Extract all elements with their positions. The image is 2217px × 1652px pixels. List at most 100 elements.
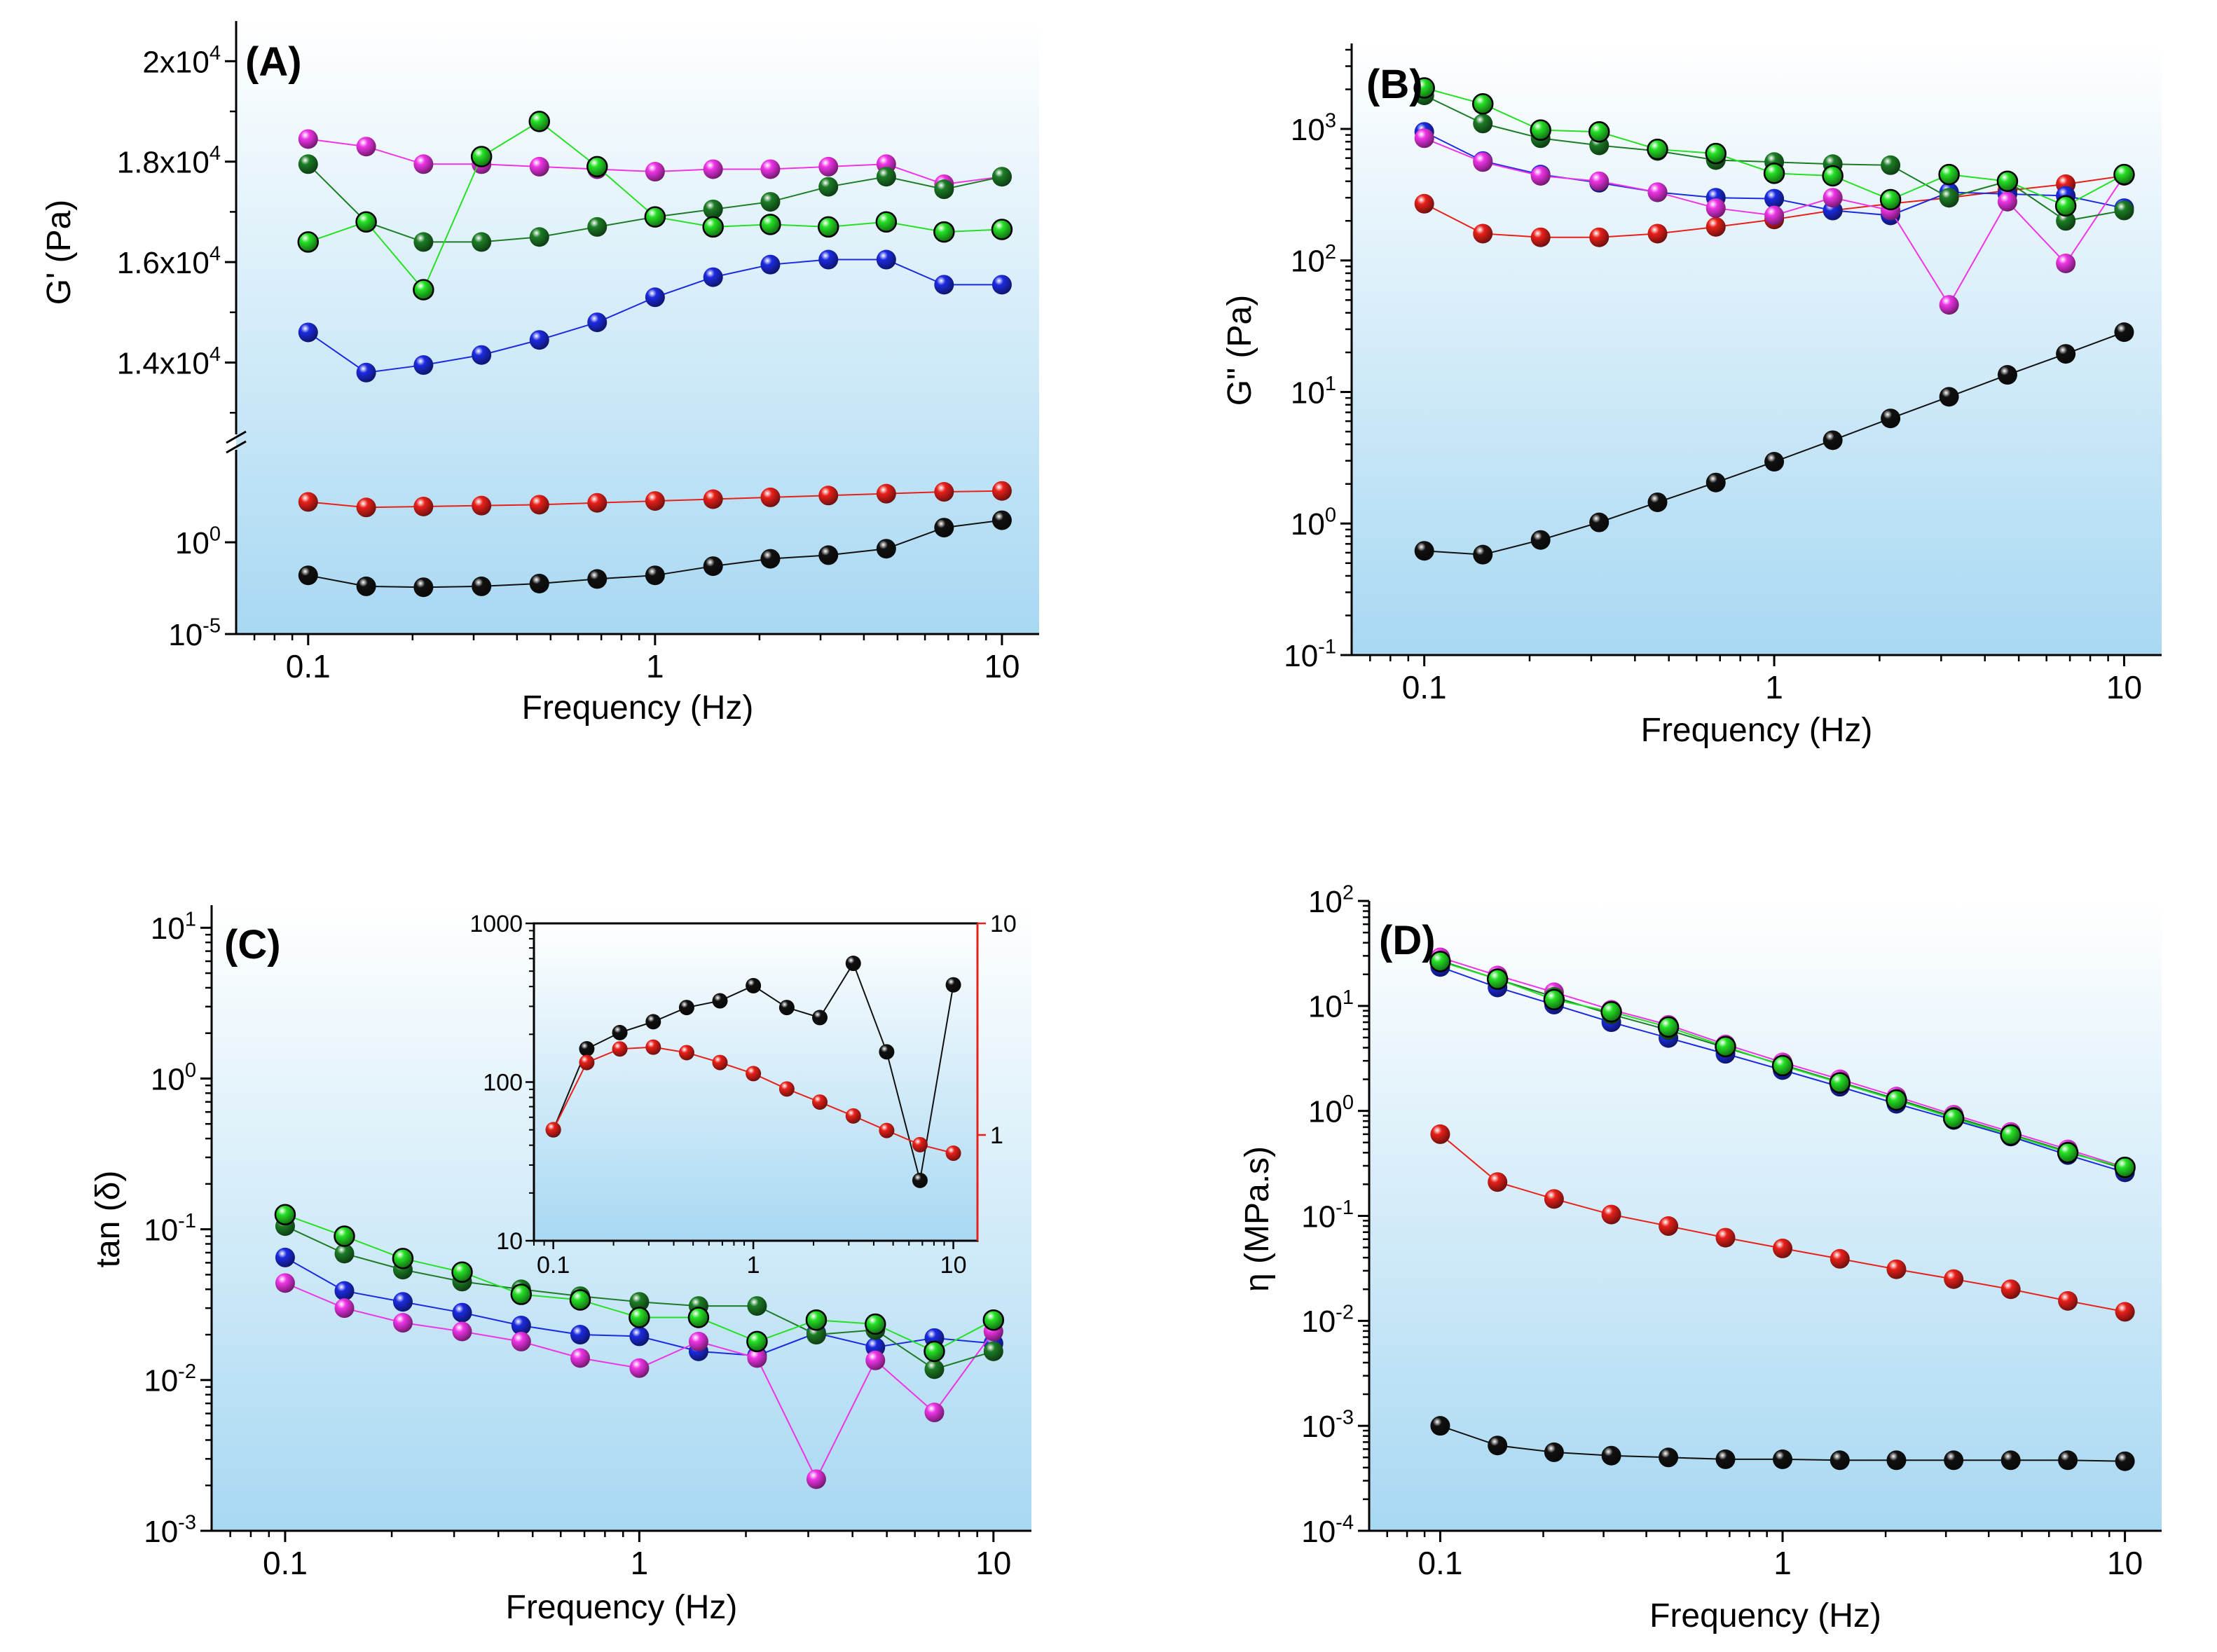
- lgreen-data-point: [924, 1340, 945, 1363]
- black-data-point: [1830, 1450, 1850, 1471]
- black-data-point: [876, 539, 896, 559]
- red-data-point: [1430, 1124, 1450, 1144]
- y-tick-label: 102: [1308, 881, 1354, 918]
- plot-background: [1352, 43, 2162, 655]
- lgreen-data-point: [1879, 188, 1902, 211]
- lgreen-data-point: [528, 111, 551, 132]
- lgreen-data-point: [569, 1289, 591, 1311]
- lgreen-data-point: [1471, 93, 1494, 115]
- dgreen-data-point: [1881, 155, 1901, 175]
- lgreen-data-point: [2057, 1142, 2079, 1164]
- black-data-point: [1530, 530, 1551, 550]
- red-data-point: [1886, 1259, 1907, 1279]
- black-data-point: [703, 556, 723, 577]
- dgreen-data-point: [818, 177, 839, 197]
- lgreen-data-point: [355, 211, 377, 233]
- red-data-point: [1705, 216, 1726, 237]
- black-data-point: [1544, 1442, 1564, 1462]
- inset-right-tick-label: 10: [990, 911, 1017, 937]
- magenta-data-point: [924, 1403, 945, 1423]
- lgreen-data-point: [1588, 121, 1610, 143]
- lgreen-data-point: [2113, 163, 2135, 186]
- x-tick-label: 10: [984, 648, 1020, 684]
- black-data-point: [1705, 472, 1726, 493]
- magenta-data-point: [1414, 128, 1434, 149]
- red-data-point: [356, 497, 376, 518]
- y-tick-label: 102: [1291, 241, 1336, 278]
- y-tick-label: 10-1: [1301, 1197, 1354, 1234]
- lgreen-data-point: [1996, 170, 2019, 192]
- black-data-point: [991, 510, 1012, 530]
- blue-data-point: [645, 287, 665, 308]
- axis-break-mark: [226, 430, 247, 444]
- black-data-point: [845, 956, 861, 972]
- y-tick-label: 10-1: [1284, 635, 1336, 673]
- lgreen-data-point: [817, 216, 839, 238]
- lgreen-data-point: [1715, 1035, 1736, 1058]
- lgreen-data-point: [1705, 142, 1727, 165]
- blue-data-point: [529, 330, 549, 350]
- x-tick-label: 1: [1765, 669, 1783, 705]
- dgreen-data-point: [334, 1244, 355, 1264]
- black-data-point: [2058, 1450, 2078, 1471]
- lgreen-data-point: [1771, 1054, 1794, 1077]
- blue-data-point: [1764, 188, 1785, 209]
- blue-data-point: [356, 362, 376, 383]
- black-data-point: [645, 1014, 661, 1030]
- dgreen-data-point: [806, 1325, 826, 1345]
- dgreen-data-point: [1939, 188, 1959, 208]
- black-data-point: [1589, 512, 1609, 532]
- lgreen-data-point: [1938, 163, 1960, 186]
- x-tick-label: 0.1: [286, 648, 331, 684]
- blue-data-point: [934, 275, 954, 295]
- lgreen-data-point: [2054, 195, 2077, 217]
- dgreen-data-point: [934, 179, 954, 200]
- red-data-point: [545, 1122, 561, 1138]
- black-data-point: [579, 1041, 595, 1057]
- x-tick-label: 10: [2107, 1545, 2143, 1581]
- lgreen-data-point: [629, 1307, 650, 1328]
- black-data-point: [1430, 1416, 1450, 1436]
- dgreen-data-point: [876, 167, 896, 187]
- magenta-data-point: [452, 1321, 472, 1342]
- lgreen-data-point: [1763, 163, 1785, 184]
- dgreen-data-point: [2056, 211, 2076, 231]
- magenta-data-point: [703, 159, 723, 179]
- lgreen-data-point: [805, 1309, 828, 1331]
- red-data-point: [945, 1145, 961, 1162]
- magenta-data-point: [334, 1298, 355, 1319]
- red-data-point: [912, 1136, 928, 1152]
- blue-data-point: [876, 249, 896, 270]
- magenta-data-point: [1530, 165, 1551, 186]
- y-tick-label: 1.4x104: [117, 343, 221, 380]
- lgreen-data-point: [1486, 968, 1509, 990]
- black-data-point: [1997, 365, 2017, 385]
- y-tick-label: 101: [1308, 986, 1354, 1024]
- magenta-data-point: [1705, 198, 1726, 219]
- x-axis-title: Frequency (Hz): [522, 689, 754, 727]
- inset-x-tick-label: 10: [940, 1252, 967, 1279]
- dgreen-data-point: [298, 154, 318, 174]
- dgreen-data-point: [991, 167, 1012, 187]
- magenta-data-point: [511, 1331, 531, 1351]
- black-data-point: [2056, 344, 2076, 364]
- x-tick-label: 1: [646, 648, 664, 684]
- magenta-data-point: [298, 129, 318, 149]
- inset-background: [534, 923, 977, 1241]
- lgreen-data-point: [644, 206, 666, 228]
- red-data-point: [2058, 1290, 2078, 1311]
- red-data-point: [812, 1094, 828, 1110]
- inset-left-tick-label: 100: [483, 1070, 523, 1096]
- dgreen-data-point: [703, 199, 723, 219]
- magenta-data-point: [392, 1313, 413, 1333]
- y-tick-label: 10-4: [1301, 1511, 1354, 1548]
- panel-b: 0.1 1 10 10-1 100 101 102 103 (B) Frequency (Hz) G…: [1221, 43, 2162, 749]
- red-data-point: [876, 483, 896, 504]
- inset-x-tick-label: 1: [747, 1252, 760, 1279]
- magenta-data-point: [356, 137, 376, 157]
- dgreen-data-point: [629, 1292, 650, 1312]
- x-tick-label: 1: [1773, 1545, 1792, 1581]
- lgreen-data-point: [1647, 138, 1668, 160]
- red-data-point: [760, 487, 781, 507]
- dgreen-data-point: [2114, 200, 2134, 221]
